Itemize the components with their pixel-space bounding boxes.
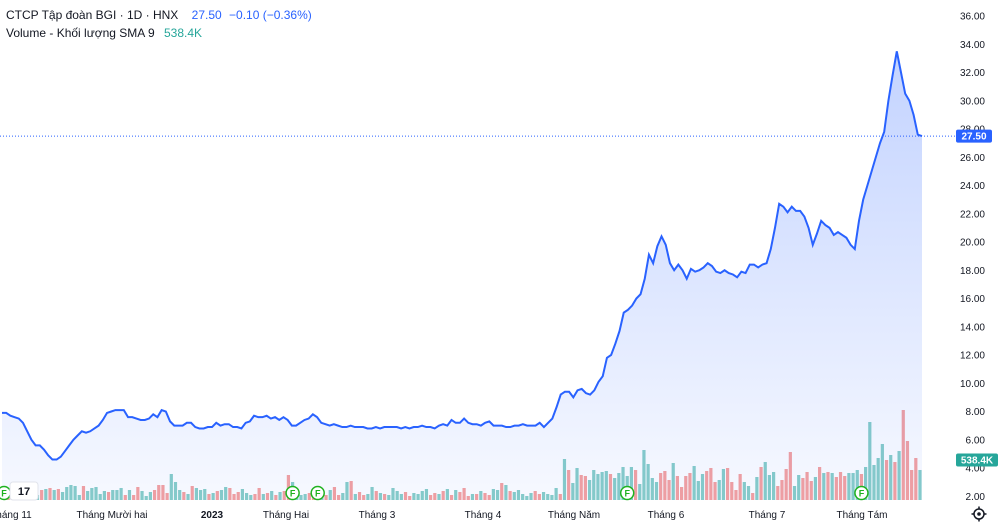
chart-legend: CTCP Tập đoàn BGI · 1D · HNX 27.50 −0.10… xyxy=(6,6,312,42)
x-tick-label: Tháng Hai xyxy=(263,510,309,521)
x-tick-label: Tháng 7 xyxy=(749,510,786,521)
tradingview-logo-icon[interactable]: 17 xyxy=(9,481,39,501)
y-tick-label: 8.00 xyxy=(966,407,986,418)
symbol-title: CTCP Tập đoàn BGI · 1D · HNX xyxy=(6,8,179,22)
legend-volume-row[interactable]: Volume - Khối lượng SMA 9 538.4K xyxy=(6,24,312,42)
y-tick-label: 16.00 xyxy=(960,294,985,305)
price-line[interactable] xyxy=(2,51,923,461)
volume-indicator-value: 538.4K xyxy=(163,26,203,40)
svg-text:F: F xyxy=(290,489,296,499)
last-price-tag-bg xyxy=(956,129,992,143)
y-tick-label: 30.00 xyxy=(960,96,985,107)
svg-text:F: F xyxy=(1,489,7,499)
svg-text:F: F xyxy=(624,489,630,499)
last-price-value: 27.50 xyxy=(191,8,222,22)
y-tick-label: 12.00 xyxy=(960,351,985,362)
x-tick-label: Tháng Năm xyxy=(548,510,600,521)
last-price-tag: 27.50 xyxy=(956,129,992,143)
y-tick-label: 2.00 xyxy=(966,492,986,503)
y-tick-label: 4.00 xyxy=(966,464,986,475)
last-volume-tag-bg xyxy=(956,453,998,467)
dividend-marker-icon[interactable]: F xyxy=(619,485,635,501)
x-tick-label: Tháng Tám xyxy=(837,510,888,521)
svg-text:F: F xyxy=(859,489,865,499)
y-tick-label: 24.00 xyxy=(960,181,985,192)
y-tick-label: 34.00 xyxy=(960,40,985,51)
last-volume-tag-text: 538.4K xyxy=(961,456,994,467)
y-tick-label: 32.00 xyxy=(960,68,985,79)
volume-indicator-label: Volume - Khối lượng SMA 9 xyxy=(6,26,155,40)
price-change-value: −0.10 (−0.36%) xyxy=(229,8,312,22)
last-volume-tag: 538.4K xyxy=(956,453,998,467)
y-tick-label: 6.00 xyxy=(966,435,986,446)
x-tick-label: Tháng Mười hai xyxy=(76,510,147,521)
dividend-marker-icon[interactable]: F xyxy=(285,485,300,501)
y-tick-label: 26.00 xyxy=(960,153,985,164)
y-tick-label: 18.00 xyxy=(960,266,985,277)
x-tick-label: 2023 xyxy=(201,510,224,521)
dividend-marker-icon[interactable]: F xyxy=(0,485,12,501)
y-tick-label: 36.00 xyxy=(960,12,985,23)
y-tick-label: 20.00 xyxy=(960,238,985,249)
dividend-marker-icon[interactable]: F xyxy=(310,485,325,501)
price-axis[interactable]: 36.0034.0032.0030.0028.0026.0024.0022.00… xyxy=(960,12,985,503)
y-tick-label: 10.00 xyxy=(960,379,985,390)
x-tick-label: Tháng 3 xyxy=(359,510,396,521)
x-tick-label: háng 11 xyxy=(0,510,32,521)
price-area-fill xyxy=(2,51,922,501)
x-tick-label: Tháng 6 xyxy=(648,510,685,521)
legend-price-row[interactable]: CTCP Tập đoàn BGI · 1D · HNX 27.50 −0.10… xyxy=(6,6,312,24)
time-axis[interactable]: háng 11 Tháng Mười hai 2023 Tháng Hai Tháng … xyxy=(0,510,887,521)
svg-text:F: F xyxy=(315,489,321,499)
svg-text:17: 17 xyxy=(18,486,30,498)
y-tick-label: 22.00 xyxy=(960,209,985,220)
x-tick-label: Tháng 4 xyxy=(465,510,502,521)
last-price-tag-text: 27.50 xyxy=(961,132,986,143)
dividend-marker-icon[interactable]: F xyxy=(854,485,869,501)
y-tick-label: 14.00 xyxy=(960,322,985,333)
gear-icon[interactable] xyxy=(971,506,987,522)
